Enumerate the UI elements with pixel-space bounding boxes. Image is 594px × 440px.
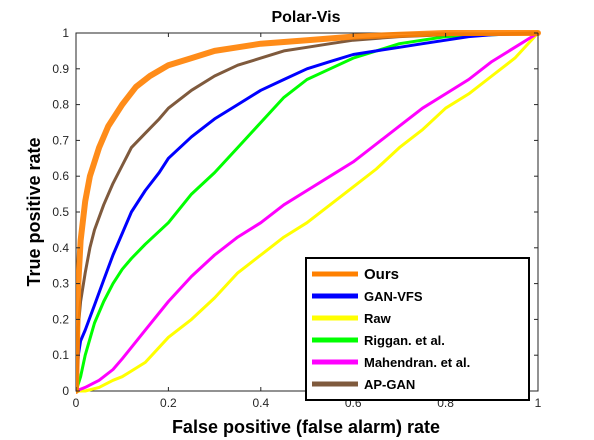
x-axis-label: False positive (false alarm) rate [172,417,440,437]
y-tick-label: 0.2 [52,312,69,326]
legend-label: GAN-VFS [364,289,423,304]
y-tick-label: 0.6 [52,169,69,183]
x-tick-label: 0.2 [160,396,177,410]
legend-label: AP-GAN [364,377,415,392]
series-line-gan-vfs [76,31,540,393]
legend: Ours GAN-VFS Raw Riggan. et al. Mahendran. e… [305,257,530,401]
series-line-raw [76,31,540,393]
x-tick-label: 0 [73,396,80,410]
y-tick-label: 0.3 [52,277,69,291]
y-tick-label: 0.5 [52,205,69,219]
legend-label: Ours [364,266,399,283]
series-line-ap-gan [76,31,540,393]
legend-label: Riggan. et al. [364,333,445,348]
series-line-ours [76,30,541,394]
y-tick-label: 1 [62,26,69,40]
series-layer [76,30,541,394]
series-line-mahendran-et-al [76,31,540,393]
x-tick-label: 0.4 [252,396,269,410]
y-tick-label: 0.7 [52,133,69,147]
legend-label: Raw [364,311,392,326]
y-tick-label: 0.9 [52,62,69,76]
legend-label: Mahendran. et al. [364,355,470,370]
y-tick-label: 0.1 [52,348,69,362]
y-tick-label: 0.4 [52,241,69,255]
chart-title: Polar-Vis [271,9,340,26]
y-tick-label: 0 [62,384,69,398]
legend-box [305,257,530,401]
y-axis-label: True positive rate [24,137,44,286]
y-tick-label: 0.8 [52,98,69,112]
x-tick-label: 1 [535,396,542,410]
ticks-layer: 0 0.2 0.4 0.6 0.8 100.10.20.30.40.50.60.70.80… [52,26,541,410]
